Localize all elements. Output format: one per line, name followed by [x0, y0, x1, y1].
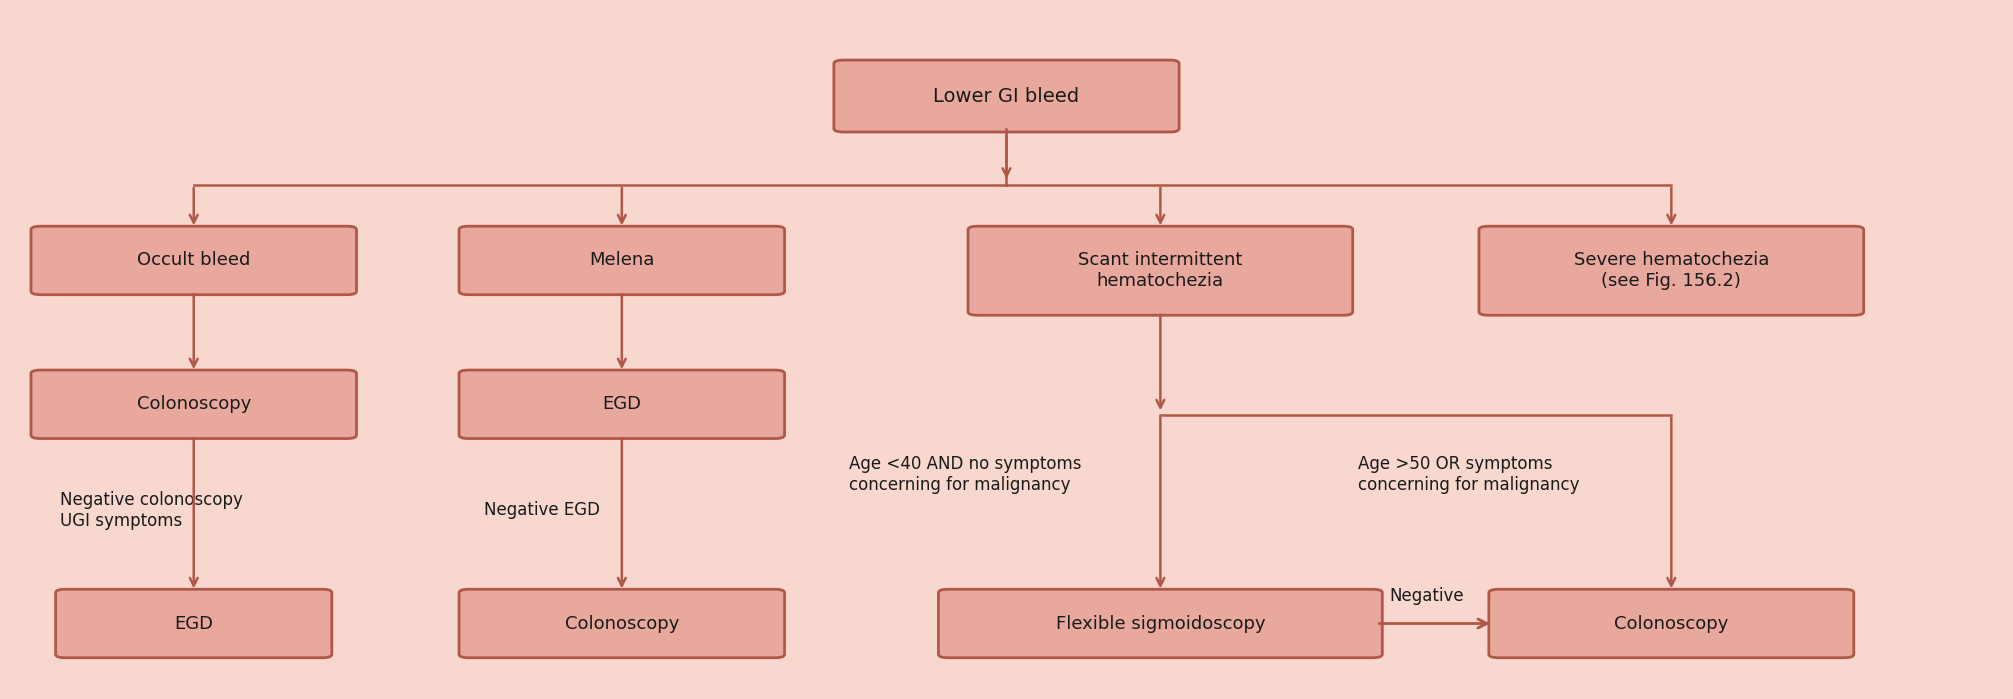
Text: Age <40 AND no symptoms
concerning for malignancy: Age <40 AND no symptoms concerning for m…	[849, 455, 1081, 493]
FancyBboxPatch shape	[459, 226, 785, 295]
Text: Colonoscopy: Colonoscopy	[137, 396, 252, 413]
Text: Melena: Melena	[590, 252, 654, 269]
Text: Colonoscopy: Colonoscopy	[564, 614, 678, 633]
Text: Colonoscopy: Colonoscopy	[1614, 614, 1729, 633]
FancyBboxPatch shape	[968, 226, 1353, 315]
FancyBboxPatch shape	[1480, 226, 1864, 315]
FancyBboxPatch shape	[938, 589, 1383, 658]
Text: EGD: EGD	[175, 614, 213, 633]
FancyBboxPatch shape	[30, 370, 356, 438]
Text: Occult bleed: Occult bleed	[137, 252, 250, 269]
Text: Scant intermittent
hematochezia: Scant intermittent hematochezia	[1079, 252, 1242, 290]
FancyBboxPatch shape	[1490, 589, 1854, 658]
Text: Age >50 OR symptoms
concerning for malignancy: Age >50 OR symptoms concerning for malig…	[1357, 455, 1578, 493]
FancyBboxPatch shape	[459, 589, 785, 658]
Text: Negative colonoscopy
UGI symptoms: Negative colonoscopy UGI symptoms	[60, 491, 242, 530]
FancyBboxPatch shape	[56, 589, 332, 658]
FancyBboxPatch shape	[459, 370, 785, 438]
Text: Negative EGD: Negative EGD	[483, 501, 600, 519]
Text: Lower GI bleed: Lower GI bleed	[934, 87, 1079, 106]
Text: Negative: Negative	[1389, 587, 1463, 605]
FancyBboxPatch shape	[30, 226, 356, 295]
FancyBboxPatch shape	[833, 60, 1180, 132]
Text: EGD: EGD	[602, 396, 642, 413]
Text: Severe hematochezia
(see Fig. 156.2): Severe hematochezia (see Fig. 156.2)	[1574, 252, 1769, 290]
Text: Flexible sigmoidoscopy: Flexible sigmoidoscopy	[1055, 614, 1266, 633]
